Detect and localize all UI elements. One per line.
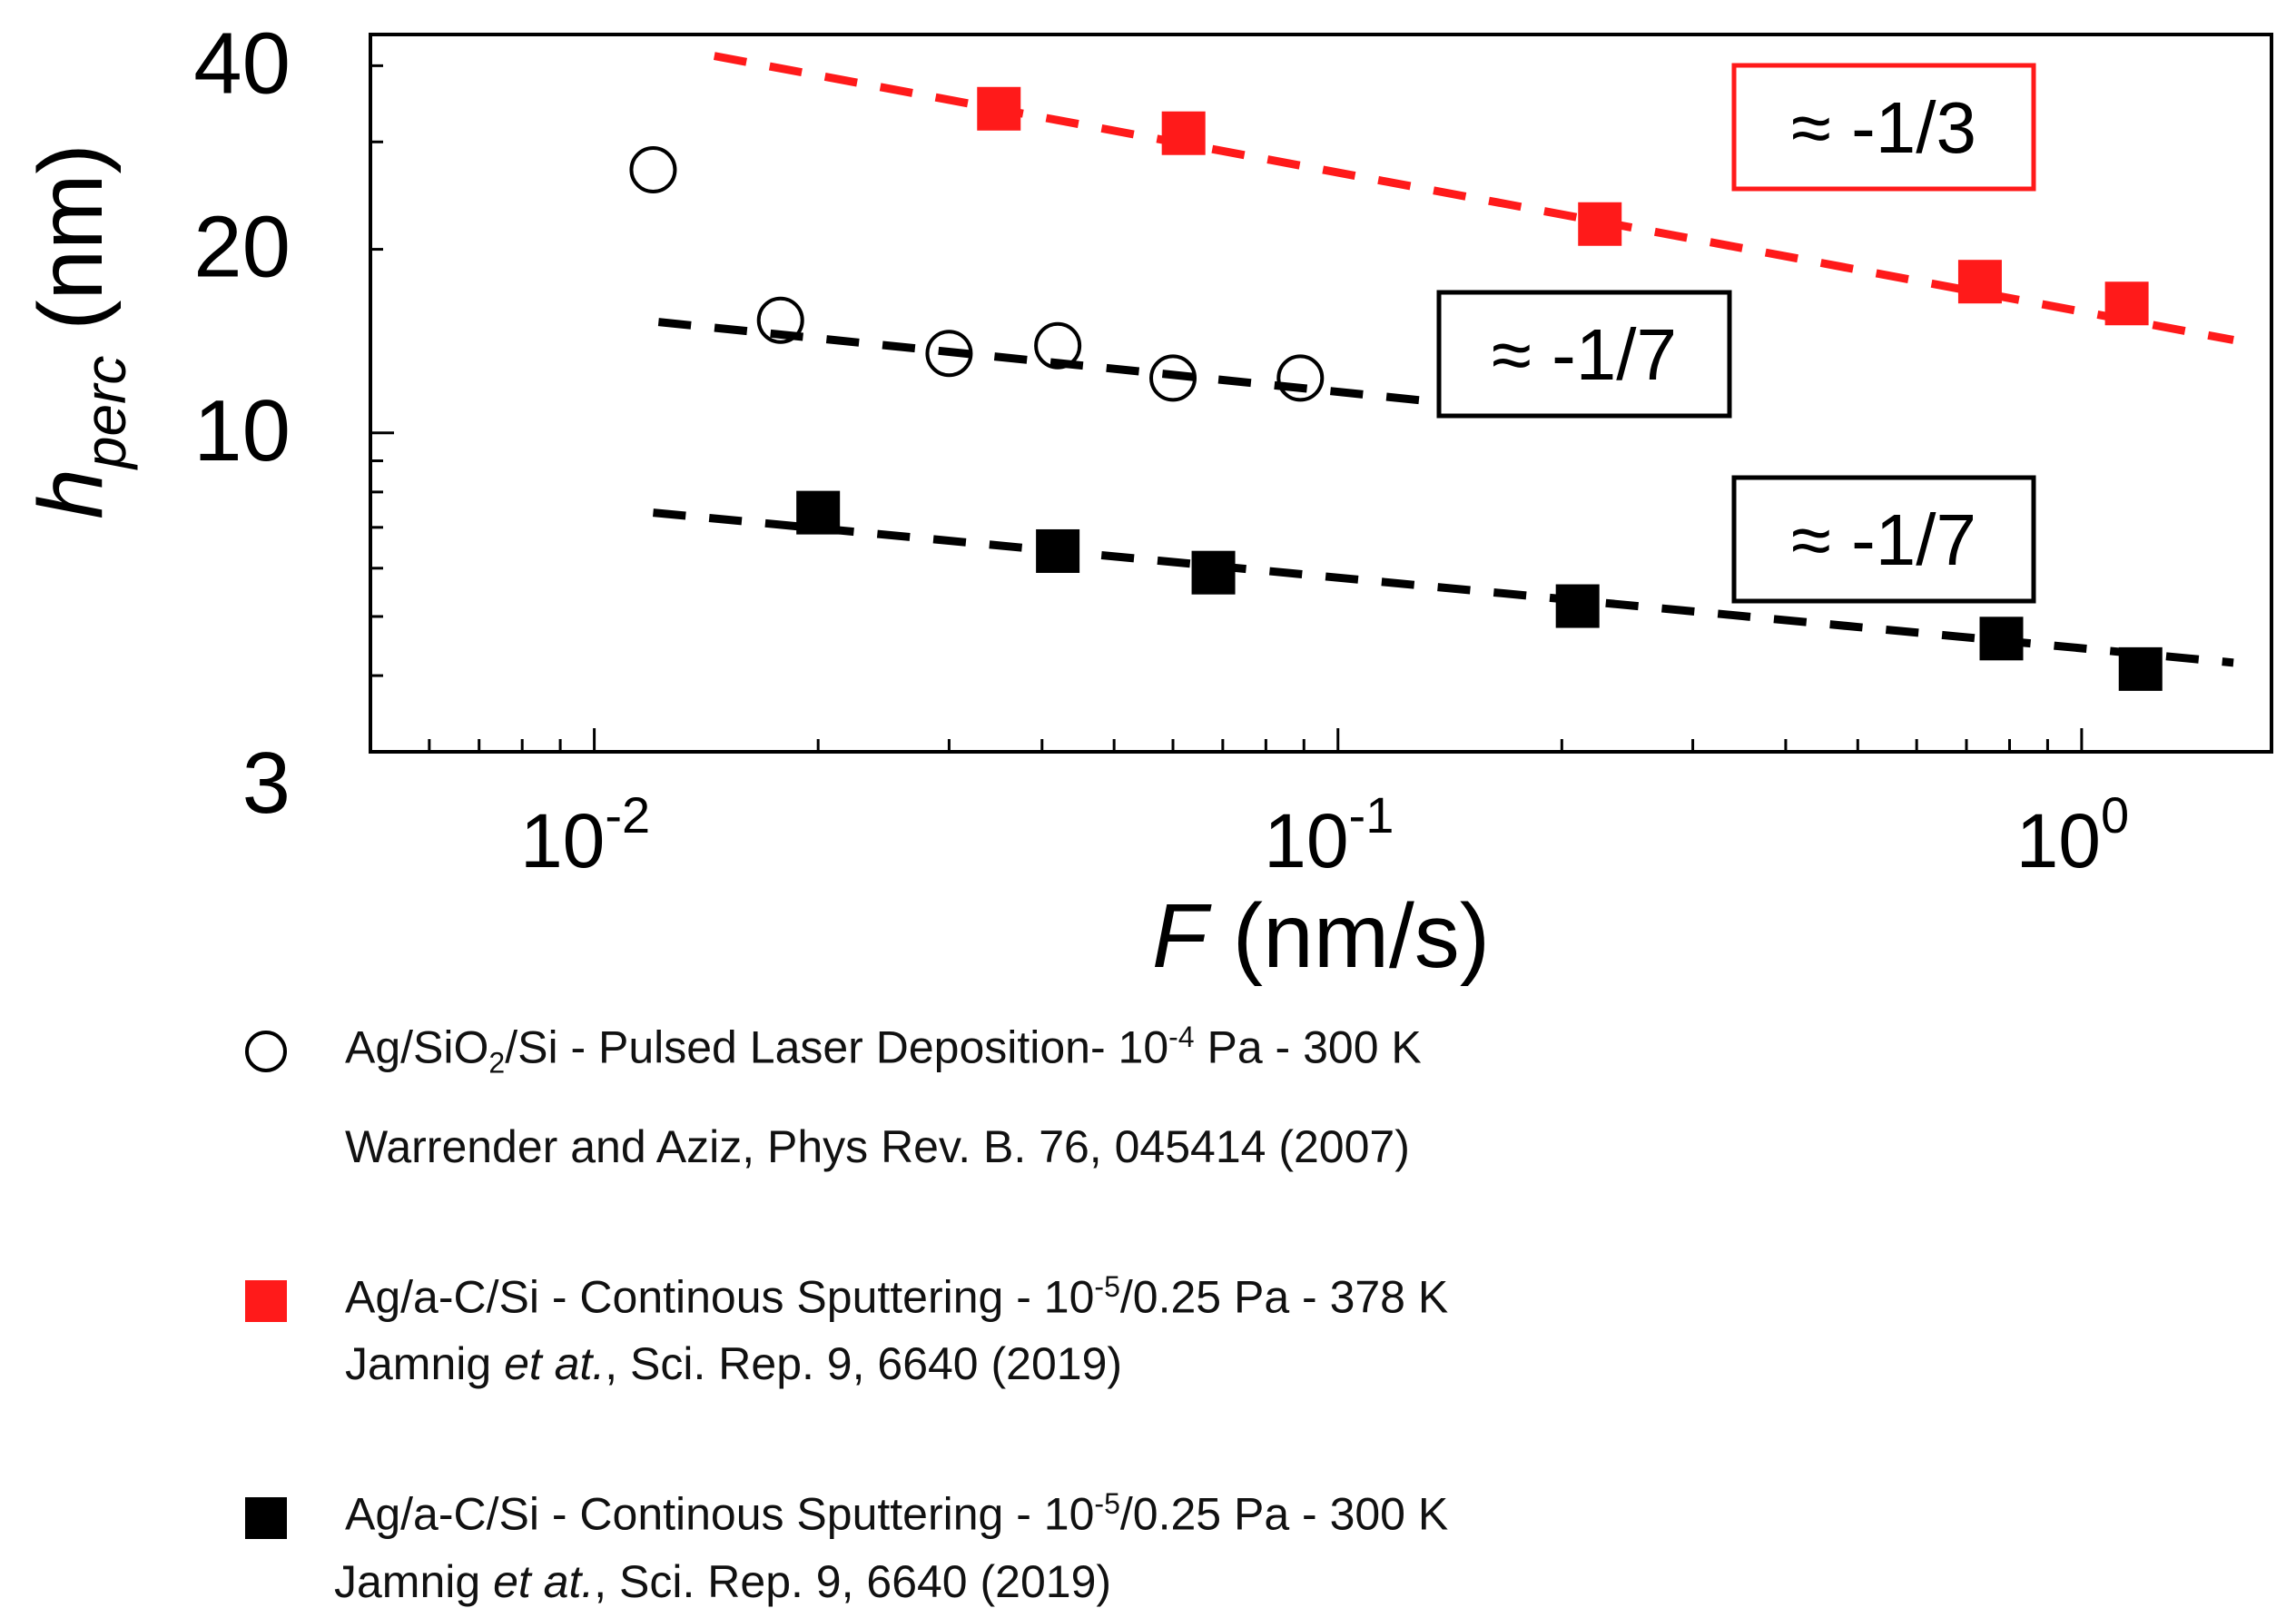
- data-point-square: [2104, 281, 2149, 326]
- y-tick-label: 10: [193, 382, 291, 479]
- data-point-square: [796, 490, 841, 535]
- fit-lines: [653, 52, 2234, 667]
- chart: ≈ -1/7 ≈ -1/3 ≈ -1/7 10-2 10-1 100 40 20 10 3 F (…: [20, 15, 2273, 987]
- slope-annotations: ≈ -1/7 ≈ -1/3 ≈ -1/7: [1436, 63, 2036, 604]
- axis-labels: 10-2 10-1 100 40 20 10 3 F (nm/s) hperc (nm): [20, 15, 2129, 987]
- legend-entry-378k-line1: Ag/a-C/Si - Continous Sputtering - 10-5/…: [345, 1269, 1449, 1323]
- legend: Ag/SiO2/Si - Pulsed Laser Deposition- 10…: [236, 1003, 2052, 1607]
- x-axis-title: F (nm/s): [1152, 885, 1490, 987]
- x-tick-label: 10-2: [520, 786, 650, 883]
- slope-annotation-label: ≈ -1/3: [1791, 87, 1976, 168]
- black-square-icon: [245, 1497, 287, 1540]
- legend-entry-pld: Ag/SiO2/Si - Pulsed Laser Deposition- 10…: [236, 1003, 2052, 1180]
- y-tick-label: 40: [193, 15, 291, 112]
- open-circle-icon: [245, 1031, 287, 1072]
- data-point-square: [1161, 111, 1206, 155]
- data-point-square: [1957, 260, 2002, 304]
- slope-annotation-box: [1436, 290, 1732, 419]
- data-point-square: [1555, 584, 1600, 628]
- legend-entry-pld-line2: Warrender and Aziz, Phys Rev. B. 76, 045…: [345, 1120, 1410, 1172]
- y-tick-label: 3: [242, 735, 291, 832]
- fit-line: [713, 52, 2234, 344]
- red-square-icon: [245, 1279, 287, 1322]
- data-point-circle: [756, 296, 804, 344]
- legend-entry-300k-line1: Ag/a-C/Si - Continous Sputtering - 10-5/…: [345, 1487, 1449, 1540]
- axes-frame: [369, 33, 2273, 754]
- slope-annotation-label: ≈ -1/7: [1492, 314, 1677, 395]
- data-point-circle: [1149, 354, 1197, 402]
- data-point-square: [977, 86, 1021, 131]
- slope-annotation-box: [1731, 475, 2036, 604]
- x-tick-label: 10-1: [1264, 786, 1394, 883]
- data-point-square: [1191, 550, 1236, 595]
- y-tick-label: 20: [193, 199, 291, 296]
- fit-line: [653, 508, 2234, 667]
- data-point-circle: [925, 330, 973, 378]
- fit-line: [657, 318, 1424, 405]
- slope-annotation-label: ≈ -1/7: [1791, 499, 1976, 580]
- slope-annotation-box: [1731, 63, 2036, 192]
- data-point-square: [2118, 646, 2163, 691]
- data-point-square: [1578, 202, 1622, 246]
- data-point-square: [1036, 528, 1080, 573]
- data-point-circle: [1276, 354, 1325, 402]
- legend-entry-pld-line1: Ag/SiO2/Si - Pulsed Laser Deposition- 10…: [345, 1021, 1422, 1080]
- data-point-circle: [629, 146, 677, 194]
- x-tick-label: 100: [2016, 786, 2130, 883]
- plot-frame: [369, 33, 2273, 754]
- legend-entry-378k: Ag/a-C/Si - Continous Sputtering - 10-5/…: [236, 1253, 2052, 1398]
- legend-entry-378k-line2: Jamnig et at., Sci. Rep. 9, 6640 (2019): [345, 1338, 1123, 1390]
- data-point-square: [1979, 617, 2024, 661]
- data-markers: [629, 86, 2163, 691]
- data-point-circle: [1034, 321, 1082, 370]
- legend-entry-300k-line2: Jamnig et at., Sci. Rep. 9, 6640 (2019): [334, 1555, 1112, 1607]
- legend-entry-300k: Ag/a-C/Si - Continous Sputtering - 10-5/…: [236, 1470, 2052, 1615]
- y-axis-title: hperc (nm): [20, 143, 138, 518]
